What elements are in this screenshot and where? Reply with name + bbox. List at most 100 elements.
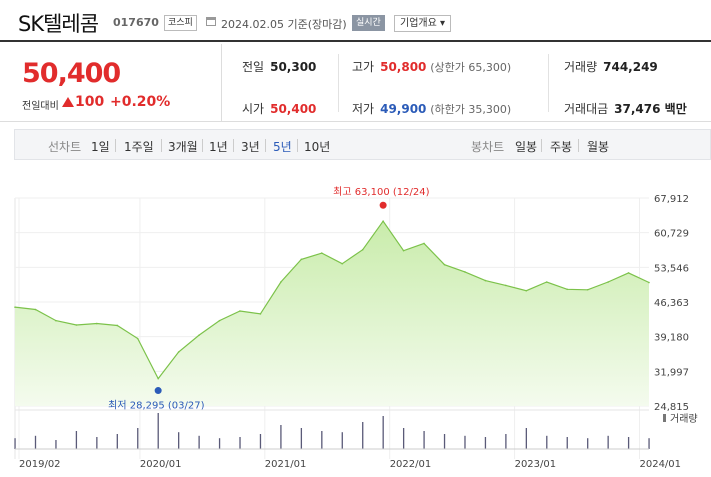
period-3m[interactable]: 3개월 bbox=[168, 140, 198, 154]
low-label: 저가 bbox=[352, 102, 375, 116]
open-price: 시가 50,400 bbox=[242, 100, 316, 117]
divider bbox=[548, 54, 549, 112]
change-percent: +0.20% bbox=[110, 94, 171, 110]
volume-label: 거래량 bbox=[670, 413, 698, 425]
up-triangle-icon bbox=[62, 97, 74, 107]
upper-limit: (상한가 65,300) bbox=[430, 61, 512, 74]
price-point bbox=[157, 377, 159, 380]
volume-bar bbox=[362, 422, 364, 449]
volume-bar bbox=[607, 435, 609, 449]
y-tick-label: 24,815 bbox=[654, 402, 689, 413]
price-point bbox=[239, 310, 241, 312]
price-area bbox=[15, 221, 649, 406]
candle-daily[interactable]: 일봉 bbox=[515, 140, 538, 154]
high-annotation: 최고 63,100 (12/24) bbox=[333, 186, 429, 198]
price-point bbox=[300, 258, 303, 261]
low-marker bbox=[154, 387, 162, 395]
change-label: 전일대비 bbox=[22, 101, 59, 112]
quote-summary: 50,400 전일대비 100 +0.20% 전일 50,300 시가 50,400… bbox=[0, 44, 711, 122]
volume-bar bbox=[484, 437, 487, 449]
volume-bar bbox=[648, 438, 650, 449]
volume-bar bbox=[218, 438, 221, 449]
volume-bar bbox=[423, 431, 425, 449]
period-1w[interactable]: 1주일 bbox=[124, 140, 154, 154]
divider bbox=[297, 139, 298, 152]
trade-amount-value: 37,476 백만 bbox=[614, 102, 687, 116]
price-chart-svg: 67,912 60,729 53,546 46,363 39,180 31,997 24,8… bbox=[14, 186, 698, 470]
trade-amount: 거래대금 37,476 백만 bbox=[564, 100, 687, 117]
price-point bbox=[402, 249, 405, 252]
stock-name: SK텔레콤 bbox=[18, 12, 99, 36]
price-chart: 67,912 60,729 53,546 46,363 39,180 31,997 24,8… bbox=[0, 178, 711, 477]
price-point bbox=[505, 284, 507, 287]
volume: 거래량 744,249 bbox=[564, 58, 658, 75]
y-tick-label: 60,729 bbox=[654, 229, 689, 240]
price-point bbox=[55, 319, 57, 322]
candle-monthly[interactable]: 월봉 bbox=[587, 140, 610, 154]
volume-bar bbox=[198, 435, 200, 449]
price-point bbox=[320, 252, 323, 254]
volume-bar bbox=[96, 437, 98, 449]
y-tick-label: 39,180 bbox=[654, 333, 689, 344]
open-label: 시가 bbox=[242, 102, 265, 116]
prev-close-label: 전일 bbox=[242, 60, 265, 74]
candle-weekly[interactable]: 주봉 bbox=[550, 140, 573, 154]
price-point bbox=[280, 281, 282, 283]
y-tick-label: 53,546 bbox=[654, 263, 689, 274]
period-5y[interactable]: 5년 bbox=[273, 140, 292, 154]
period-10y[interactable]: 10년 bbox=[304, 140, 331, 154]
volume-bar bbox=[464, 435, 466, 449]
price-point bbox=[443, 263, 446, 266]
price-point bbox=[382, 220, 384, 223]
period-1d[interactable]: 1일 bbox=[91, 140, 110, 154]
volume-bar bbox=[443, 434, 446, 449]
market-badge: 코스피 bbox=[164, 15, 197, 31]
volume-bar bbox=[116, 434, 118, 449]
period-3y[interactable]: 3년 bbox=[241, 140, 260, 154]
price-point bbox=[423, 242, 425, 245]
low-value: 49,900 bbox=[380, 102, 427, 116]
x-tick-label: 2020/01 bbox=[140, 459, 182, 470]
volume-bar bbox=[546, 435, 548, 449]
open-value: 50,400 bbox=[270, 102, 317, 116]
volume-bar bbox=[505, 434, 507, 449]
price-point bbox=[525, 289, 528, 292]
price-point bbox=[75, 324, 78, 326]
price-point bbox=[218, 319, 221, 322]
volume-bar bbox=[75, 431, 78, 449]
x-tick-label: 2024/01 bbox=[639, 459, 681, 470]
volume-bar bbox=[627, 437, 630, 449]
volume-bar bbox=[14, 438, 16, 449]
divider bbox=[233, 139, 234, 152]
price-point bbox=[464, 271, 466, 273]
divider bbox=[202, 139, 203, 152]
volume-bar bbox=[525, 428, 527, 449]
calendar-icon bbox=[206, 17, 216, 26]
price-point bbox=[34, 308, 37, 311]
x-tick-label: 2019/02 bbox=[19, 459, 61, 470]
price-point bbox=[566, 288, 568, 291]
low-annotation: 최저 28,295 (03/27) bbox=[108, 400, 204, 412]
high-marker bbox=[379, 201, 387, 209]
stock-code: 017670 bbox=[113, 16, 159, 29]
volume-bar bbox=[34, 435, 37, 449]
volume-bar bbox=[137, 428, 139, 449]
candle-chart-title: 봉차트 bbox=[471, 140, 505, 154]
prev-close: 전일 50,300 bbox=[242, 58, 316, 75]
x-tick-label: 2022/01 bbox=[390, 459, 432, 470]
volume-bar bbox=[402, 428, 405, 449]
volume-bar bbox=[157, 413, 159, 449]
corp-info-dropdown[interactable]: 기업개요 ▾ bbox=[394, 15, 451, 32]
price-point bbox=[607, 281, 609, 283]
volume-bar bbox=[587, 438, 589, 449]
volume-bar bbox=[382, 416, 384, 449]
lower-limit: (하한가 35,300) bbox=[430, 103, 512, 116]
price-point bbox=[198, 334, 200, 336]
y-tick-label: 31,997 bbox=[654, 367, 689, 378]
period-1y[interactable]: 1년 bbox=[209, 140, 228, 154]
volume-bar bbox=[280, 425, 282, 449]
realtime-button[interactable]: 실시간 bbox=[352, 15, 385, 31]
volume-bar bbox=[55, 440, 57, 449]
price-point bbox=[484, 279, 487, 282]
price-point bbox=[627, 272, 630, 274]
